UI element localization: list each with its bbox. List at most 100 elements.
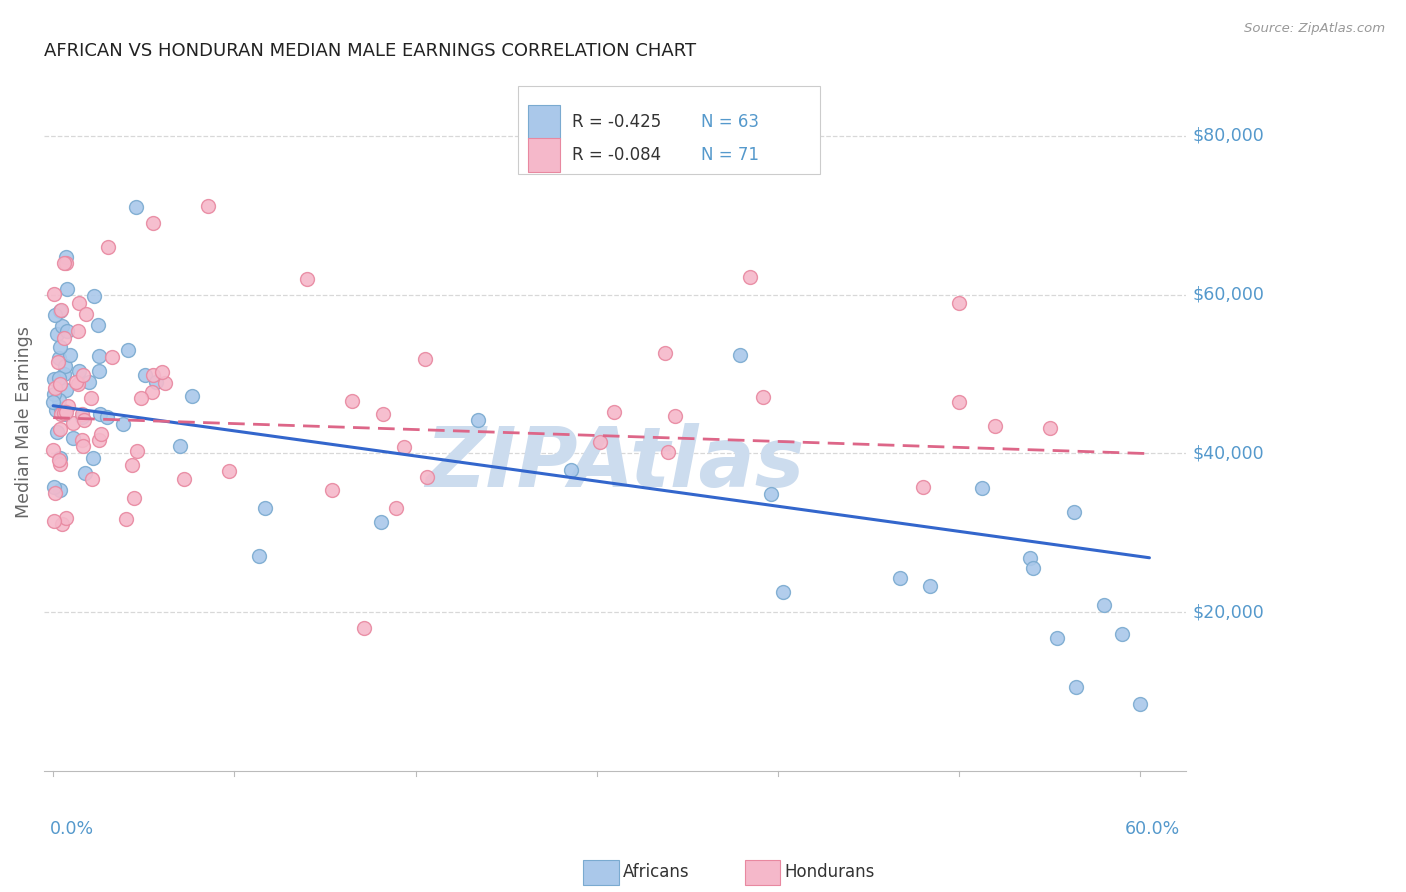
Point [415,470,437,484]
Point [44,308,66,322]
Point [759,487,782,501]
Point [42,395,65,409]
Point [87,318,110,333]
Point [385,501,408,516]
Point [125,200,148,214]
Point [49,303,72,318]
Point [370,515,392,529]
Point [53,359,76,374]
Point [73,466,96,480]
Point [1019,550,1042,565]
Point [45,403,67,417]
Point [121,458,143,472]
Point [45,327,67,342]
FancyBboxPatch shape [517,87,820,174]
Point [53,406,76,420]
Text: $80,000: $80,000 [1192,127,1264,145]
Point [53,407,76,421]
Point [42,372,65,386]
Point [42,442,65,457]
Point [197,199,219,213]
Text: Source: ZipAtlas.com: Source: ZipAtlas.com [1244,22,1385,36]
Point [1111,627,1133,641]
Point [889,571,911,585]
Point [153,376,176,391]
Point [247,549,270,563]
Point [49,422,72,436]
Point [392,441,415,455]
Point [45,425,67,439]
Point [52,256,75,270]
Point [588,434,610,449]
Text: Hondurans: Hondurans [785,863,875,881]
Point [122,491,145,505]
Point [90,426,112,441]
Point [42,387,65,401]
Point [55,383,77,397]
Text: $60,000: $60,000 [1192,285,1265,303]
Point [49,402,72,417]
Text: N = 71: N = 71 [700,145,758,164]
Text: R = -0.425: R = -0.425 [571,113,661,131]
Point [1063,505,1085,519]
Point [51,319,73,334]
Point [89,407,111,421]
Point [48,351,70,365]
Text: Africans: Africans [623,863,689,881]
Point [654,346,676,360]
Point [49,483,72,498]
Point [49,458,72,472]
Point [46,355,69,369]
Point [70,407,93,421]
Point [67,296,90,310]
Point [738,270,761,285]
Point [53,331,76,345]
Point [371,407,394,421]
Point [55,511,77,525]
Point [970,481,993,495]
Point [1039,421,1062,435]
Point [664,409,686,424]
Text: ZIPAtlas: ZIPAtlas [425,423,804,504]
Point [131,391,153,405]
FancyBboxPatch shape [529,105,560,139]
Point [51,516,73,531]
Text: $20,000: $20,000 [1192,603,1264,621]
Point [1064,680,1087,694]
Point [80,472,103,486]
Point [55,250,77,264]
Point [772,585,794,599]
Point [117,343,139,357]
Point [150,365,173,379]
Point [67,376,90,391]
Point [44,381,66,395]
Point [145,375,167,389]
FancyBboxPatch shape [529,138,560,171]
Point [911,480,934,494]
Point [67,364,90,378]
Point [169,439,191,453]
Point [66,324,89,338]
Y-axis label: Median Male Earnings: Median Male Earnings [15,326,32,517]
Point [62,431,84,445]
Text: AFRICAN VS HONDURAN MEDIAN MALE EARNINGS CORRELATION CHART: AFRICAN VS HONDURAN MEDIAN MALE EARNINGS… [44,42,696,60]
Text: 0.0%: 0.0% [49,820,94,838]
Point [1129,698,1152,712]
Point [657,445,679,459]
Point [49,450,72,465]
Point [56,399,79,413]
Point [142,216,165,230]
Point [87,364,110,378]
Point [114,512,136,526]
Point [55,256,77,270]
Point [340,394,363,409]
Point [218,465,240,479]
Point [948,395,970,409]
Point [87,434,110,448]
Point [100,351,122,365]
Point [353,621,375,635]
Point [87,349,110,363]
Point [1022,561,1045,575]
Point [127,444,149,458]
Point [70,433,93,447]
